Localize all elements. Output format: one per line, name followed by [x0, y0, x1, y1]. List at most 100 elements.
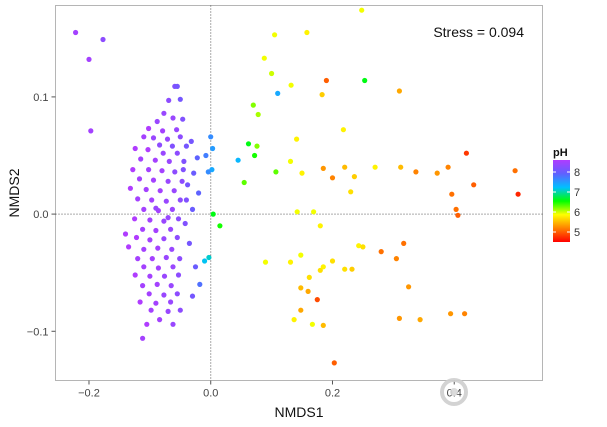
scatter-point: [177, 134, 183, 140]
x-tick-label: 0.0: [203, 388, 218, 400]
scatter-point: [413, 169, 419, 175]
scatter-point: [462, 311, 468, 317]
scatter-point: [196, 190, 202, 196]
scatter-point: [135, 196, 141, 202]
scatter-point: [298, 285, 304, 291]
scatter-point: [163, 198, 169, 204]
scatter-point: [185, 182, 191, 188]
scatter-point: [203, 152, 209, 159]
scatter-point: [362, 77, 368, 84]
y-tick-label: 0.0: [33, 209, 48, 221]
scatter-point: [304, 29, 310, 36]
scatter-point: [455, 212, 461, 218]
scatter-point: [147, 273, 153, 279]
scatter-point: [311, 209, 317, 215]
scatter-point: [254, 143, 260, 149]
scatter-point: [434, 170, 440, 176]
scatter-point: [356, 243, 362, 249]
scatter-point: [206, 254, 212, 261]
scatter-point: [170, 115, 176, 121]
scatter-point: [192, 264, 199, 270]
scatter-point: [448, 311, 454, 317]
scatter-point: [340, 127, 346, 133]
scatter-point: [132, 145, 138, 152]
scatter-point: [317, 223, 323, 229]
scatter-point: [141, 206, 147, 212]
scatter-point: [317, 267, 323, 273]
scatter-point: [306, 274, 312, 280]
scatter-point: [127, 185, 133, 191]
scatter-point: [463, 150, 469, 156]
scatter-point: [245, 141, 252, 147]
y-axis-title: NMDS2: [6, 168, 22, 217]
scatter-point: [309, 321, 315, 327]
scatter-point: [314, 297, 320, 303]
plot-panel: [55, 5, 543, 381]
scatter-point: [191, 170, 197, 176]
scatter-point: [166, 158, 172, 164]
scatter-point: [273, 169, 279, 175]
y-tick-label: 0.1: [33, 92, 48, 104]
scatter-point: [235, 157, 241, 163]
scatter-point: [287, 158, 294, 164]
points-layer: [73, 7, 521, 366]
scatter-point: [157, 317, 163, 323]
scatter-point: [186, 240, 192, 246]
scatter-point: [86, 56, 92, 63]
scatter-point: [398, 164, 404, 170]
scatter-point: [122, 231, 129, 237]
scatter-point: [269, 70, 275, 77]
scatter-point: [138, 156, 144, 162]
scatter-point: [145, 147, 151, 153]
scatter-point: [155, 265, 161, 271]
scatter-point: [133, 234, 140, 241]
scatter-point: [298, 307, 304, 313]
scatter-point: [165, 308, 171, 314]
scatter-point: [175, 272, 182, 278]
scatter-point: [329, 258, 336, 264]
scatter-point: [140, 283, 146, 289]
scatter-point: [342, 266, 348, 272]
scatter-point: [126, 244, 132, 250]
scatter-point: [168, 299, 174, 305]
scatter-point: [175, 216, 182, 222]
scatter-point: [140, 335, 146, 341]
scatter-point: [194, 155, 200, 161]
scatter-point: [359, 7, 365, 13]
scatter-point: [189, 293, 196, 299]
scatter-point: [169, 206, 175, 212]
scatter-point: [180, 116, 186, 122]
scatter-point: [177, 256, 183, 262]
scatter-point: [146, 125, 152, 132]
scatter-point: [181, 158, 187, 164]
scatter-point: [174, 127, 180, 133]
scatter-point: [406, 284, 412, 290]
scatter-point: [148, 307, 154, 313]
reference-lines: [55, 5, 543, 381]
x-tick-label: −0.2: [78, 388, 100, 400]
scatter-point: [197, 281, 203, 287]
scatter-point: [449, 191, 455, 197]
scatter-point: [393, 256, 399, 262]
scatter-point: [241, 179, 247, 186]
scatter-point: [161, 236, 167, 242]
scatter-point: [174, 291, 180, 297]
scatter-point: [320, 264, 326, 270]
scatter-point: [73, 29, 79, 36]
scatter-point: [141, 246, 147, 252]
scatter-point: [288, 82, 294, 88]
scatter-point: [149, 197, 155, 203]
scatter-point: [161, 273, 168, 279]
scatter-point: [401, 240, 407, 246]
scatter-point: [154, 118, 160, 125]
x-axis: −0.20.00.20.4: [78, 380, 462, 400]
scatter-point: [168, 226, 174, 232]
scatter-point: [331, 360, 337, 366]
scatter-point: [261, 55, 267, 61]
scatter-point: [150, 135, 157, 141]
scatter-point: [146, 167, 152, 173]
scatter-point: [147, 217, 153, 223]
scatter-point: [294, 209, 300, 215]
scatter-point: [154, 281, 160, 287]
scatter-point: [188, 138, 194, 144]
